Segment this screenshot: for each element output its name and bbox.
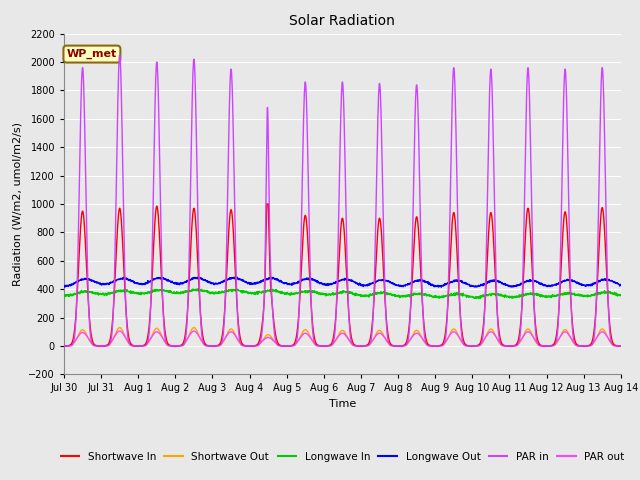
Text: WP_met: WP_met — [67, 49, 117, 59]
X-axis label: Time: Time — [329, 399, 356, 409]
Title: Solar Radiation: Solar Radiation — [289, 14, 396, 28]
Y-axis label: Radiation (W/m2, umol/m2/s): Radiation (W/m2, umol/m2/s) — [13, 122, 23, 286]
Legend: Shortwave In, Shortwave Out, Longwave In, Longwave Out, PAR in, PAR out: Shortwave In, Shortwave Out, Longwave In… — [56, 448, 628, 466]
